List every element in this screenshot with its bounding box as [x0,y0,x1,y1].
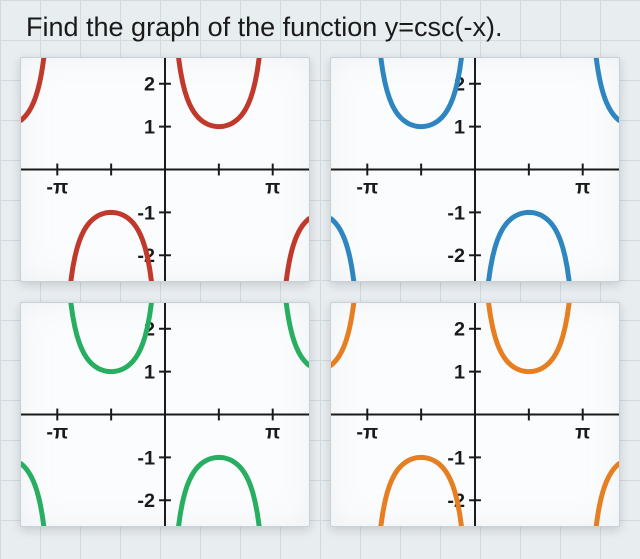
svg-text:1: 1 [144,117,155,139]
svg-text:π: π [265,176,280,198]
chart-0: -2-112-ππ [21,58,309,281]
svg-text:-1: -1 [447,202,465,224]
panel-grid: -2-112-ππ -2-112-ππ -2-112-ππ -2-112-ππ [20,57,620,527]
svg-text:-1: -1 [447,447,465,469]
svg-text:1: 1 [454,362,465,384]
svg-text:-2: -2 [447,245,465,267]
svg-text:2: 2 [144,74,155,96]
chart-3: -2-112-ππ [331,303,619,526]
svg-text:-1: -1 [137,202,155,224]
panel-1[interactable]: -2-112-ππ [330,57,620,282]
svg-text:2: 2 [454,319,465,341]
svg-text:π: π [265,421,280,443]
svg-text:-1: -1 [137,447,155,469]
svg-text:π: π [575,421,590,443]
svg-text:-π: -π [46,176,68,198]
chart-2: -2-112-ππ [21,303,309,526]
svg-text:-π: -π [46,421,68,443]
panel-2[interactable]: -2-112-ππ [20,302,310,527]
svg-text:-π: -π [356,176,378,198]
svg-text:-2: -2 [137,490,155,512]
svg-text:-π: -π [356,421,378,443]
panel-3[interactable]: -2-112-ππ [330,302,620,527]
panel-0[interactable]: -2-112-ππ [20,57,310,282]
question-text: Find the graph of the function y=csc(-x)… [20,12,620,43]
chart-1: -2-112-ππ [331,58,619,281]
svg-text:π: π [575,176,590,198]
svg-text:1: 1 [454,117,465,139]
page-root: Find the graph of the function y=csc(-x)… [0,0,640,559]
svg-text:1: 1 [144,362,155,384]
